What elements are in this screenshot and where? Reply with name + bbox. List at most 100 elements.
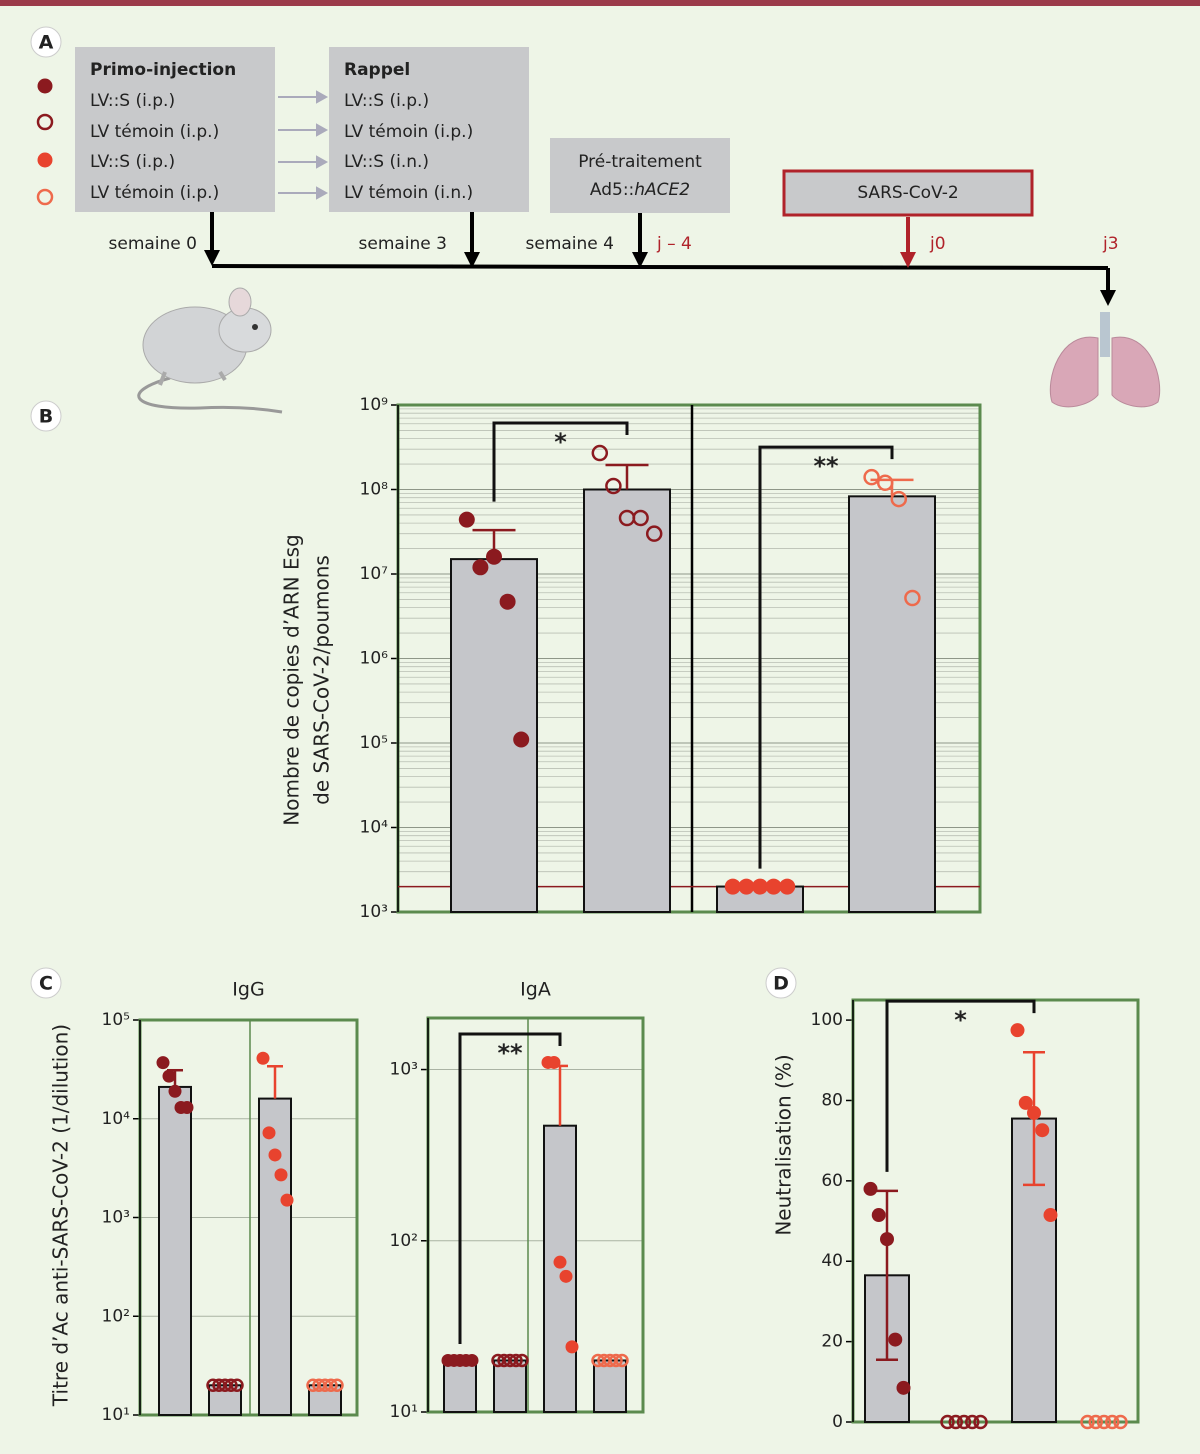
timeline (204, 212, 1116, 306)
lungs-icon (1049, 312, 1161, 408)
y-tick-label: 10⁴ (360, 818, 389, 838)
bar (443, 1359, 477, 1413)
box-pretraitement (550, 138, 730, 213)
data-point (871, 1208, 886, 1223)
y-tick-label: 10⁵ (360, 733, 388, 753)
data-point (509, 1353, 523, 1368)
data-point (1096, 1414, 1112, 1430)
y-tick-label: 10³ (102, 1208, 130, 1228)
box-title: Primo-injection (90, 60, 236, 80)
data-point (330, 1378, 344, 1393)
box-item: LV::S (i.p.) (344, 91, 429, 111)
data-point (515, 1353, 529, 1368)
data-point (890, 490, 908, 508)
timeline-label: j3 (1102, 234, 1119, 254)
y-tick-label: 10³ (360, 902, 388, 922)
data-point (863, 1181, 878, 1196)
chart: 0 20 40 60 80 100 Neutralisation (%) * (772, 998, 1140, 1432)
bar (583, 488, 671, 913)
data-point (779, 878, 796, 895)
data-point (948, 1414, 963, 1430)
panel-badge (30, 967, 62, 999)
data-point (645, 525, 663, 542)
data-point (513, 731, 530, 748)
bar (258, 1097, 292, 1416)
y-tick-label: 60 (821, 1171, 843, 1191)
data-point (605, 477, 622, 495)
box-item: LV témoin (i.p.) (90, 122, 219, 142)
data-point (724, 878, 741, 895)
text-part: hACE2 (634, 180, 690, 200)
data-point (274, 1168, 288, 1182)
box-item: LV témoin (i.p.) (90, 183, 219, 203)
data-point (765, 878, 782, 895)
box-title: Rappel (344, 60, 410, 80)
data-point (559, 1269, 573, 1283)
timeline-label: semaine 0 (109, 234, 197, 254)
legend-marker (36, 188, 54, 206)
data-point (876, 474, 894, 492)
data-point (888, 1332, 903, 1347)
data-point (863, 468, 880, 486)
significance-bracket (492, 421, 629, 502)
significance-label: ** (813, 452, 839, 480)
data-point (591, 444, 609, 462)
data-point (547, 1055, 561, 1069)
timeline-label: semaine 3 (359, 234, 447, 254)
timeline-label: semaine 4 (526, 234, 614, 254)
y-tick-label: 10¹ (390, 1402, 418, 1422)
data-point (486, 548, 502, 565)
panel-label: A (39, 32, 54, 54)
y-tick-label: 10⁷ (360, 564, 389, 584)
bar (493, 1359, 527, 1413)
data-point (738, 878, 755, 895)
panel-label: B (39, 406, 53, 428)
bar (848, 495, 936, 913)
legend-marker (37, 152, 53, 168)
data-point (230, 1378, 244, 1393)
panel-labels: A B C D (30, 26, 797, 999)
y-tick-label: 100 (811, 1010, 843, 1030)
data-point (280, 1193, 294, 1207)
data-point (1027, 1105, 1041, 1120)
data-point (256, 1051, 270, 1065)
data-point (940, 1414, 955, 1430)
data-point (499, 593, 516, 610)
y-axis-label: de SARS-CoV-2/poumons (310, 555, 334, 805)
chart: 10¹ 10² 10³ 10⁴ 10⁵ IgG Titre d’Ac anti-SARS-C… (49, 979, 359, 1425)
y-tick-label: 10⁶ (360, 649, 389, 669)
box-item: Ad5::hACE2 (590, 180, 690, 200)
timeline-label: j – 4 (656, 234, 692, 254)
data-point (472, 559, 489, 576)
y-axis-label: Nombre de copies d’ARN Esg (280, 534, 304, 825)
data-point (1088, 1414, 1103, 1430)
y-tick-label: 10⁸ (360, 480, 389, 500)
data-point (1035, 1123, 1050, 1138)
data-point (1018, 1095, 1033, 1110)
panel-a: Primo-injection LV::S (i.p.) LV témoin (… (36, 47, 1161, 414)
legend-marker (37, 78, 53, 94)
significance-bracket (885, 999, 1036, 1172)
chart: 10¹ 10² 10³ IgA ** (390, 979, 645, 1422)
data-point (324, 1378, 338, 1393)
y-tick-label: 10⁴ (102, 1109, 131, 1129)
box-item: LV::S (i.p.) (90, 91, 175, 111)
data-point (632, 509, 649, 527)
y-axis-label: Titre d’Ac anti-SARS-CoV-2 (1/dilution) (49, 1024, 73, 1407)
panel-label: C (39, 973, 53, 995)
y-axis-label: Neutralisation (%) (772, 1054, 796, 1235)
y-tick-label: 20 (821, 1332, 843, 1352)
top-bar (0, 0, 1200, 6)
data-point (752, 878, 768, 895)
box-primo (75, 47, 275, 212)
text-part: Ad5:: (590, 180, 634, 200)
box-item: SARS-CoV-2 (857, 183, 958, 203)
box-item: LV témoin (i.p.) (344, 122, 473, 142)
chart: 10³ 10⁴ 10⁵ 10⁶ 10⁷ 10⁸ 10⁹ Nombre de copies d’… (280, 395, 982, 922)
y-tick-label: 10⁵ (102, 1010, 130, 1030)
data-point (162, 1069, 176, 1083)
panel-label: D (773, 973, 789, 995)
timeline-label: j0 (929, 234, 946, 254)
